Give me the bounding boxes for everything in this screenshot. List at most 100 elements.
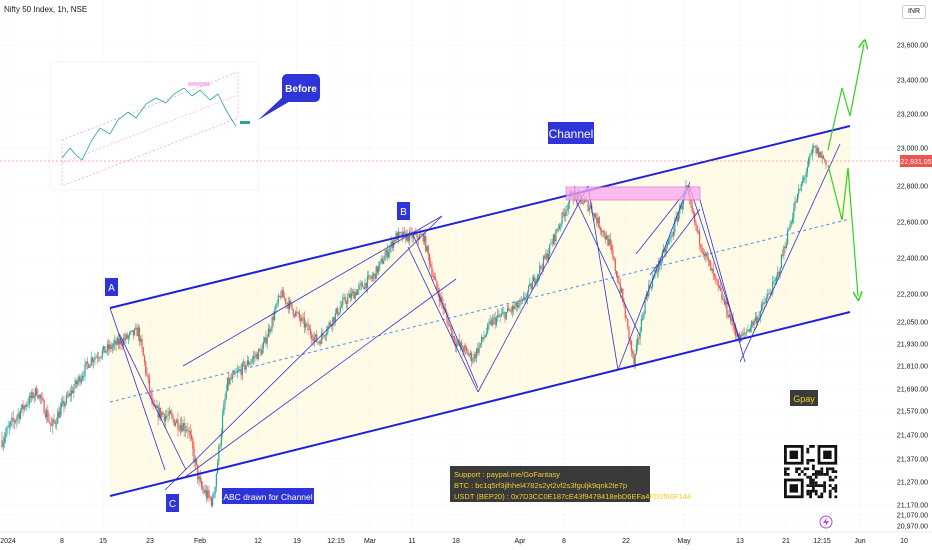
- candle-body: [145, 362, 147, 373]
- candle-body: [334, 313, 336, 322]
- candle-body: [147, 375, 149, 379]
- candle-body: [743, 332, 745, 334]
- candle-body: [300, 317, 302, 321]
- candle-body: [451, 327, 453, 338]
- candle-body: [236, 371, 239, 373]
- candle-body: [276, 302, 278, 305]
- candle-body: [736, 335, 738, 337]
- candle-body: [10, 421, 12, 426]
- gpay-label: Gpay: [793, 394, 815, 404]
- candle-body: [795, 201, 797, 203]
- qr-module: [803, 473, 807, 476]
- y-tick-label: 23,000.00: [897, 146, 928, 153]
- candle-body: [530, 283, 532, 290]
- candle-body: [613, 257, 615, 260]
- qr-module: [812, 489, 815, 493]
- point-b-marker: B: [397, 202, 410, 220]
- candle-body: [758, 317, 760, 319]
- price-axis[interactable]: 23,600.00 23,400.00 23,200.00 23,000.00 22,8…: [897, 43, 928, 531]
- grid: [0, 0, 905, 532]
- candle-body: [208, 490, 210, 497]
- qr-module: [826, 473, 829, 476]
- candle-body: [146, 372, 148, 376]
- x-tick-label: 12: [254, 538, 262, 545]
- candle-body: [659, 260, 661, 266]
- candle-body: [650, 286, 652, 288]
- candle-body: [136, 327, 138, 337]
- candle-body: [816, 147, 818, 154]
- point-c-label: C: [169, 499, 176, 510]
- qr-module: [831, 487, 835, 490]
- candle-body: [32, 392, 34, 399]
- candle-body: [229, 378, 231, 385]
- candle-body: [176, 419, 178, 424]
- candle-body: [820, 151, 822, 158]
- candle-body: [537, 274, 540, 276]
- candle-body: [76, 381, 79, 385]
- candle-body: [469, 352, 471, 356]
- currency-badge[interactable]: INR: [902, 5, 926, 19]
- candle-body: [34, 388, 37, 396]
- candle-body: [534, 277, 536, 284]
- candle-body: [523, 296, 525, 300]
- candle-body: [58, 411, 60, 418]
- candle-body: [583, 200, 585, 204]
- x-tick-label: 12:15: [813, 538, 831, 545]
- x-tick-label: 8: [60, 538, 64, 545]
- candle-body: [24, 405, 27, 407]
- candle-body: [376, 266, 379, 273]
- candle-body: [195, 459, 198, 465]
- candle-body: [210, 498, 213, 506]
- candle-body: [189, 431, 191, 436]
- candle-body: [514, 306, 516, 310]
- candle-body: [199, 476, 201, 482]
- flash-icon[interactable]: [819, 515, 833, 529]
- candle-body: [585, 200, 587, 202]
- candle-body: [319, 341, 322, 344]
- candle-body: [53, 419, 55, 422]
- y-tick-label: 20,970.00: [897, 524, 928, 531]
- candle-body: [297, 312, 299, 314]
- candle-body: [510, 310, 512, 312]
- candle-body: [788, 230, 790, 231]
- candle-body: [184, 430, 186, 431]
- candle-body: [768, 292, 770, 294]
- candle-body: [282, 290, 284, 298]
- candle-body: [762, 302, 764, 305]
- candle-body: [142, 347, 144, 356]
- candle-body: [21, 404, 23, 411]
- candle-body: [63, 400, 65, 407]
- last-price-label: 22,931.05: [900, 159, 931, 166]
- candle-body: [505, 311, 507, 320]
- candle-body: [79, 376, 81, 383]
- x-tick-label: 12:15: [327, 538, 345, 545]
- candle-body: [285, 298, 287, 304]
- y-tick-label: 22,800.00: [897, 184, 928, 191]
- candle-body: [86, 361, 89, 364]
- candle-body: [244, 362, 246, 370]
- candle-body: [448, 325, 450, 327]
- candle-body: [748, 329, 750, 332]
- candle-body: [33, 395, 35, 399]
- time-axis[interactable]: 2024 8 15 23 Feb 12 19 12:15 Mar 11 18 Apr 8 22 May 13 2…: [0, 531, 932, 545]
- x-tick-label: Apr: [515, 538, 527, 545]
- candle-body: [23, 405, 25, 410]
- candle-body: [567, 203, 569, 210]
- candle-body: [633, 353, 635, 365]
- qr-module: [806, 447, 810, 451]
- candle-body: [7, 426, 9, 428]
- candle-body: [546, 253, 548, 260]
- candle-body: [81, 376, 84, 379]
- candle-body: [94, 357, 96, 361]
- candle-body: [67, 395, 69, 397]
- point-c-marker: C: [166, 494, 179, 512]
- candle-body: [475, 348, 478, 358]
- y-tick-label: 21,170.00: [897, 503, 928, 510]
- candle-body: [218, 445, 220, 463]
- candle-body: [290, 300, 292, 304]
- candle-body: [397, 231, 400, 240]
- candle-body: [316, 334, 318, 343]
- qr-module: [814, 492, 818, 496]
- candle-body: [581, 198, 583, 204]
